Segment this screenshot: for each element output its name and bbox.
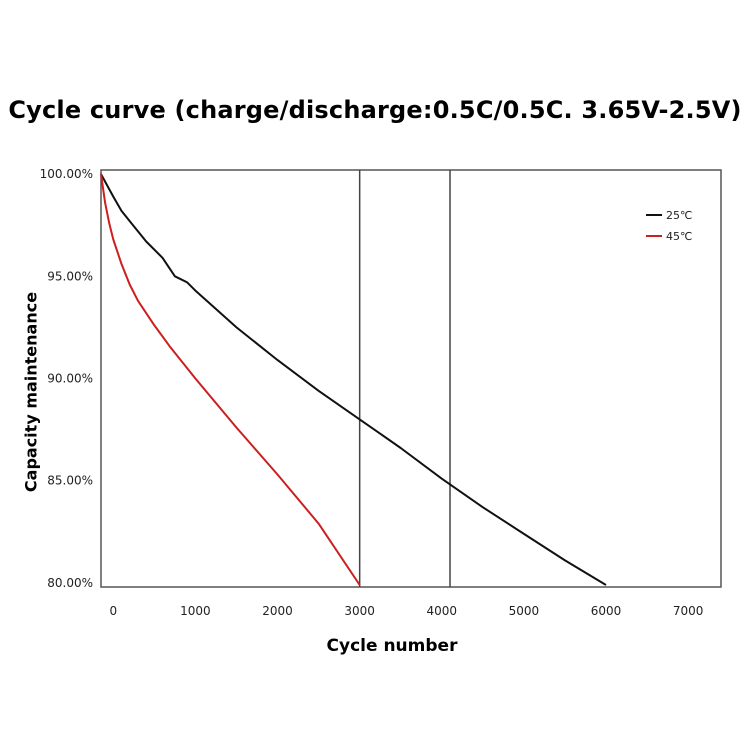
plot-frame bbox=[100, 169, 722, 588]
plot-area bbox=[100, 169, 722, 588]
series-line-45 bbox=[100, 173, 361, 586]
x-tick-label: 5000 bbox=[509, 604, 540, 618]
x-tick-label: 3000 bbox=[344, 604, 375, 618]
x-tick-label: 7000 bbox=[673, 604, 704, 618]
highlight-lines bbox=[358, 170, 451, 587]
x-axis-label: Cycle number bbox=[326, 636, 458, 656]
x-tick-label: 0 bbox=[109, 604, 117, 618]
y-tick-label: 95.00% bbox=[47, 269, 93, 283]
x-tick-labels: 0 1000 2000 3000 4000 5000 6000 7000 bbox=[109, 604, 703, 618]
y-tick-labels: 100.00% 95.00% 90.00% 85.00% 80.00% bbox=[40, 167, 93, 590]
y-tick-label: 90.00% bbox=[47, 372, 93, 386]
x-tick-label: 2000 bbox=[262, 604, 293, 618]
x-tick-label: 4000 bbox=[427, 604, 458, 618]
x-tick-label: 6000 bbox=[591, 604, 622, 618]
data-series bbox=[100, 173, 607, 586]
legend: 25℃ 45℃ bbox=[646, 209, 692, 243]
chart-title: Cycle curve (charge/discharge:0.5C/0.5C.… bbox=[8, 96, 742, 124]
x-tick-label: 1000 bbox=[180, 604, 211, 618]
series-line-25 bbox=[100, 173, 607, 586]
y-tick-label: 80.00% bbox=[47, 576, 93, 590]
y-tick-label: 100.00% bbox=[40, 167, 93, 181]
y-tick-label: 85.00% bbox=[47, 474, 93, 488]
legend-label: 25℃ bbox=[666, 209, 692, 222]
legend-label: 45℃ bbox=[666, 230, 692, 243]
